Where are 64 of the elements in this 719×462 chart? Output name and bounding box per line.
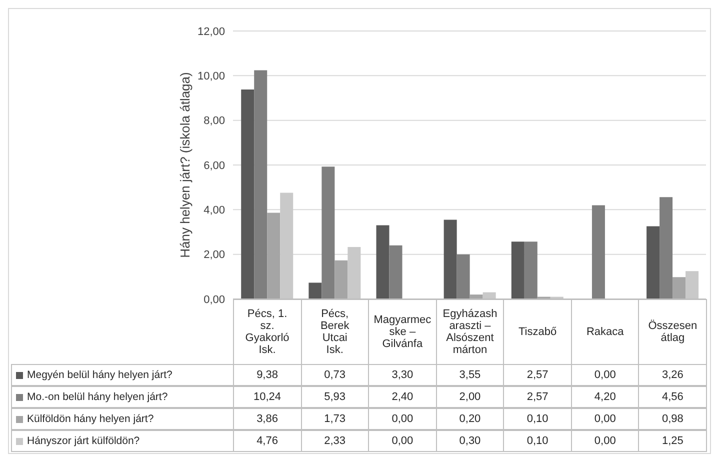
x-tick-label: Tiszabő xyxy=(518,326,557,338)
data-label: 2,57 xyxy=(503,386,572,408)
data-label: 2,40 xyxy=(368,386,437,408)
data-label: 0,00 xyxy=(570,430,640,452)
legend-label: Hányszor járt külföldön? xyxy=(27,435,140,447)
y-tick-label: 6,00 xyxy=(204,160,225,172)
bar xyxy=(308,282,322,299)
data-label: 1,25 xyxy=(638,430,707,452)
data-label: 3,30 xyxy=(368,364,437,386)
data-label: 10,24 xyxy=(233,386,302,408)
data-label: 2,33 xyxy=(300,430,370,452)
x-tick-label: Egyházasharaszti – Alsószentmárton xyxy=(442,308,498,356)
bar xyxy=(334,260,348,299)
x-tick-label: Pécs, Berek Utcai Isk. xyxy=(320,308,350,356)
data-label: 3,86 xyxy=(233,408,302,430)
data-label: 4,56 xyxy=(638,386,707,408)
bar xyxy=(456,254,470,299)
bar xyxy=(660,197,673,299)
data-label: 0,20 xyxy=(436,408,504,430)
data-label: 0,00 xyxy=(368,408,437,430)
data-label: 2,57 xyxy=(503,364,572,386)
x-tick-label: Magyarmecske – Gilvánfa xyxy=(374,314,432,350)
bar xyxy=(241,90,254,299)
bar xyxy=(592,205,605,299)
bar xyxy=(389,245,402,299)
x-tick-label: Pécs, 1. sz. Gyakorló Isk. xyxy=(245,308,290,356)
bar xyxy=(511,242,524,299)
data-label: 0,00 xyxy=(368,430,437,452)
x-tick-label: Összesen átlag xyxy=(648,320,698,344)
bar xyxy=(646,226,660,299)
data-label: 1,73 xyxy=(300,408,370,430)
legend-label: Mo.-on belül hány helyen járt? xyxy=(27,391,168,403)
x-tick-label: Rakaca xyxy=(586,326,624,338)
bar xyxy=(524,242,538,299)
legend-label: Megyén belül hány helyen járt? xyxy=(27,369,172,381)
bar xyxy=(470,294,483,299)
data-label: 0,73 xyxy=(300,364,370,386)
y-tick-label: 8,00 xyxy=(204,115,225,128)
y-axis-title: Hány helyen járt? (iskola átlaga) xyxy=(178,72,193,258)
bar xyxy=(444,220,457,299)
y-tick-label: 2,00 xyxy=(204,249,225,262)
data-label: 2,00 xyxy=(436,386,504,408)
data-label: 0,00 xyxy=(570,364,640,386)
data-label: 3,55 xyxy=(436,364,504,386)
data-label: 4,20 xyxy=(570,386,640,408)
legend-label: Külföldön hány helyen járt? xyxy=(27,413,154,425)
data-label: 5,93 xyxy=(300,386,370,408)
y-tick-label: 0,00 xyxy=(204,294,225,306)
y-tick-label: 4,00 xyxy=(204,204,225,217)
data-label: 9,38 xyxy=(233,364,302,386)
data-label: 4,76 xyxy=(233,430,302,452)
data-label: 0,98 xyxy=(638,408,707,430)
bar xyxy=(376,225,390,299)
bar xyxy=(672,277,686,299)
data-label: 0,30 xyxy=(436,430,504,452)
bar xyxy=(322,166,335,299)
y-tick-label: 10,00 xyxy=(197,70,225,83)
data-label: 0,10 xyxy=(503,408,572,430)
data-label: 0,00 xyxy=(570,408,640,430)
data-label: 0,10 xyxy=(503,430,572,452)
data-label: 3,26 xyxy=(638,364,707,386)
bar xyxy=(267,212,280,299)
bar xyxy=(254,70,268,299)
y-tick-label: 12,00 xyxy=(197,26,225,38)
